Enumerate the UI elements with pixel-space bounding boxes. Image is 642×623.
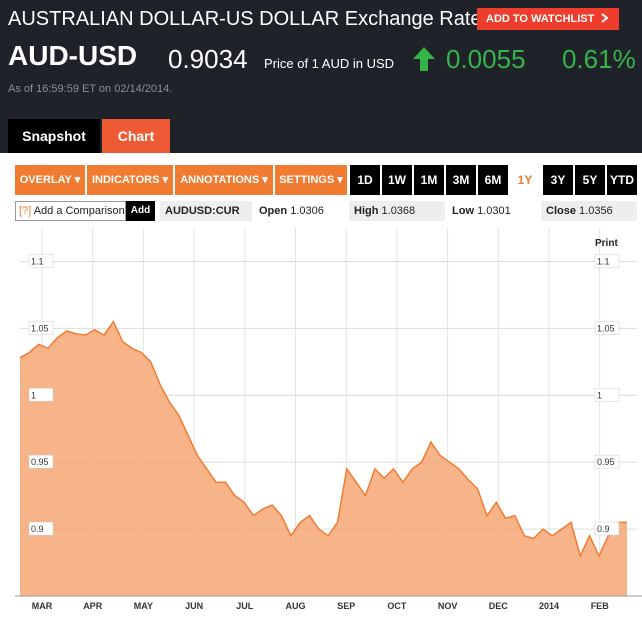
x-tick-label: JUN (185, 601, 203, 611)
x-tick-label: FEB (591, 601, 610, 611)
chart-canvas: MAR APR MAY JUN JUL AUG SEP OCT NOV DEC 2014 FEB 1.1… (15, 228, 642, 611)
timestamp: As of 16:59:59 ET on 02/14/2014. (8, 83, 173, 95)
price-area (20, 321, 627, 596)
page-title: AUSTRALIAN DOLLAR-US DOLLAR Exchange Rat… (8, 8, 482, 30)
y-tick-label-left: 1.05 (31, 323, 49, 333)
indicators-menu[interactable]: INDICATORS ▾ (87, 165, 173, 195)
range-3y-button[interactable]: 3Y (543, 165, 573, 195)
add-to-watchlist-button[interactable]: ADD TO WATCHLIST (477, 8, 619, 30)
help-icon: [?] (19, 205, 32, 217)
y-tick-label-left: 0.9 (31, 524, 44, 534)
price-chart[interactable]: MAR APR MAY JUN JUL AUG SEP OCT NOV DEC 2014 FEB 1.1… (15, 228, 642, 615)
x-tick-label: NOV (438, 601, 458, 611)
y-tick-box (594, 521, 620, 536)
x-tick-label: APR (83, 601, 103, 611)
price-description: Price of 1 AUD in USD (264, 56, 395, 71)
y-tick-label-left: 1.1 (31, 256, 44, 266)
indicators-menu-label: INDICATORS (91, 174, 160, 186)
overlay-menu[interactable]: OVERLAY ▾ (15, 165, 85, 195)
range-1m-button[interactable]: 1M (414, 165, 444, 195)
price-change: 0.0055 (446, 44, 526, 74)
range-3m-button[interactable]: 3M (446, 165, 476, 195)
y-tick-box (28, 388, 54, 402)
y-tick-box (594, 254, 620, 268)
quote-info-row: [?] Add a Comparison Add AUDUSD:CUR Open… (15, 200, 637, 222)
add-comparison-button[interactable]: Add (126, 201, 155, 221)
low-stat: Low 1.0301 (447, 201, 539, 221)
x-tick-label: 2014 (539, 601, 559, 611)
y-tick-label-right: 1.05 (597, 323, 615, 333)
y-tick-label-right: 0.9 (597, 524, 610, 534)
x-tick-label: DEC (489, 601, 509, 611)
x-tick-label: OCT (387, 601, 407, 611)
y-tick-label-right: 1.1 (597, 256, 610, 266)
low-label: Low (452, 205, 474, 217)
range-6m-button[interactable]: 6M (478, 165, 508, 195)
high-stat: High 1.0368 (349, 201, 445, 221)
low-value: 1.0301 (477, 205, 511, 217)
close-label: Close (546, 205, 576, 217)
arrow-up-icon (413, 47, 435, 71)
watchlist-button-label: ADD TO WATCHLIST (486, 13, 595, 25)
range-1w-button[interactable]: 1W (382, 165, 412, 195)
y-tick-label-left: 1 (31, 390, 36, 400)
tab-chart[interactable]: Chart (102, 119, 170, 153)
chevron-down-icon: ▾ (337, 174, 343, 186)
close-value: 1.0356 (579, 205, 613, 217)
y-tick-box (594, 388, 620, 402)
close-stat: Close 1.0356 (541, 201, 637, 221)
ticker-label: AUDUSD:CUR (160, 201, 252, 221)
x-tick-label: AUG (286, 601, 306, 611)
y-tick-box (594, 454, 620, 469)
open-label: Open (259, 205, 288, 217)
y-tick-box (28, 454, 54, 469)
high-label: High (354, 205, 379, 217)
chevron-right-icon (601, 13, 610, 23)
settings-menu-label: SETTINGS (279, 174, 335, 186)
overlay-menu-label: OVERLAY (19, 174, 72, 186)
y-tick-box (594, 321, 620, 335)
y-tick-box (28, 521, 54, 536)
x-tick-label: SEP (337, 601, 355, 611)
print-button[interactable]: Print (595, 238, 618, 249)
last-price: 0.9034 (168, 44, 248, 74)
y-tick-box (28, 321, 54, 335)
quote-header: AUSTRALIAN DOLLAR-US DOLLAR Exchange Rat… (0, 0, 642, 153)
open-value: 1.0306 (290, 205, 324, 217)
y-tick-label-right: 1 (597, 390, 602, 400)
annotations-menu-label: ANNOTATIONS (180, 174, 260, 186)
x-tick-label: MAY (134, 601, 153, 611)
x-tick-label: JUL (236, 601, 254, 611)
price-change-percent: 0.61% (562, 44, 636, 74)
range-ytd-button[interactable]: YTD (607, 165, 637, 195)
chevron-down-icon: ▾ (162, 174, 169, 186)
range-1y-button[interactable]: 1Y (510, 165, 540, 195)
high-value: 1.0368 (381, 205, 416, 217)
open-stat: Open 1.0306 (254, 201, 347, 221)
add-comparison-placeholder: Add a Comparison (33, 205, 125, 217)
tab-snapshot[interactable]: Snapshot (8, 119, 100, 153)
chevron-down-icon: ▾ (74, 174, 81, 186)
ticker-symbol: AUD-USD (8, 40, 138, 71)
add-comparison-input[interactable]: [?] Add a Comparison (15, 201, 126, 221)
range-1d-button[interactable]: 1D (350, 165, 380, 195)
x-tick-label: MAR (32, 601, 53, 611)
price-line (19, 320, 627, 559)
settings-menu[interactable]: SETTINGS ▾ (275, 165, 347, 195)
y-tick-box (28, 254, 54, 268)
annotations-menu[interactable]: ANNOTATIONS ▾ (175, 165, 273, 195)
y-tick-label-right: 0.95 (597, 457, 615, 467)
y-tick-label-left: 0.95 (31, 457, 49, 467)
chevron-down-icon: ▾ (262, 174, 268, 186)
range-5y-button[interactable]: 5Y (575, 165, 605, 195)
